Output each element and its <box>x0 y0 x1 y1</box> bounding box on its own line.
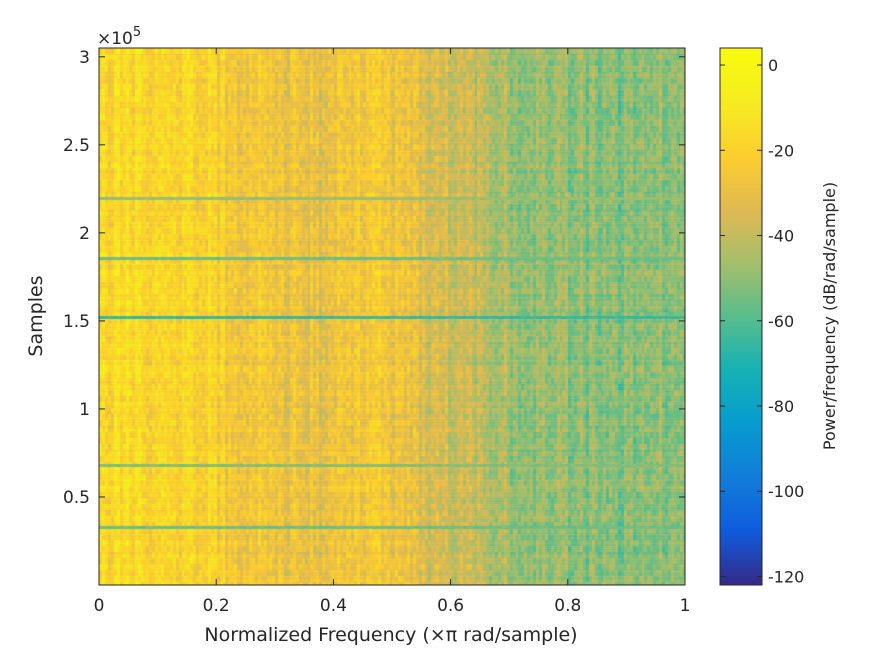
colorbar-axis: 0 -20 -40 -60 -80 -100 -120 <box>720 56 804 586</box>
colorbar-tick-label: -100 <box>768 482 804 501</box>
colorbar-gradient <box>720 48 762 585</box>
y-axis: 0.5 1 1.5 2 2.5 3 <box>63 48 685 508</box>
y-exponent-label: ×105 <box>97 25 141 49</box>
x-tick-label: 0.8 <box>554 596 581 616</box>
colorbar-frame <box>719 47 763 586</box>
x-tick-label: 0.6 <box>437 596 464 616</box>
colorbar-tick-label: -20 <box>768 141 794 160</box>
y-tick-label: 3 <box>79 48 90 68</box>
x-axis-label: Normalized Frequency (×π rad/sample) <box>204 624 577 646</box>
colorbar-label: Power/frequency (dB/rad/sample) <box>820 182 839 450</box>
colorbar-tick-label: -120 <box>768 567 804 586</box>
colorbar-tick-label: -60 <box>768 312 794 331</box>
y-axis-label: Samples <box>25 275 47 356</box>
colorbar-tick-label: 0 <box>768 56 778 75</box>
colorbar-tick-label: -80 <box>768 397 794 416</box>
y-tick-label: 2.5 <box>63 136 90 156</box>
y-tick-label: 1.5 <box>63 312 90 332</box>
y-tick-label: 0.5 <box>63 488 90 508</box>
plot-frame <box>98 47 686 586</box>
x-axis: 0 0.2 0.4 0.6 0.8 1 <box>94 48 691 616</box>
x-tick-label: 0.4 <box>320 596 347 616</box>
x-tick-label: 0.2 <box>203 596 230 616</box>
x-tick-label: 1 <box>680 596 691 616</box>
heatmap-image <box>99 48 685 585</box>
y-tick-label: 1 <box>79 400 90 420</box>
y-tick-label: 2 <box>79 224 90 244</box>
x-tick-label: 0 <box>94 596 105 616</box>
colorbar-tick-label: -40 <box>768 227 794 246</box>
